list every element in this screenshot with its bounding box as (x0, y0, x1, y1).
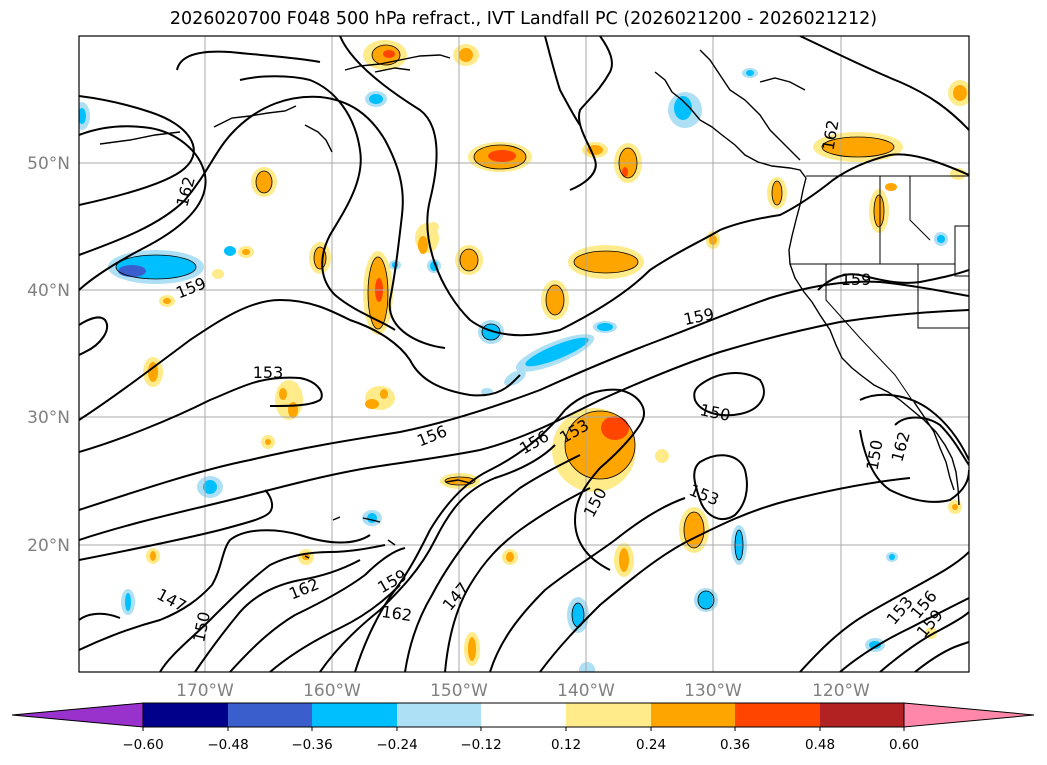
colorbar-segment (651, 703, 735, 727)
contour-label: 147 (154, 585, 190, 616)
lon-label: 170°W (176, 681, 234, 701)
colorbar-tick-label: −0.36 (291, 737, 332, 753)
contour-line (79, 376, 323, 453)
contour-line (79, 95, 195, 206)
colorbar-segment (481, 703, 566, 727)
contour-line (79, 316, 108, 356)
contour-line (817, 269, 969, 291)
contour-line (489, 497, 686, 672)
map-frame (78, 35, 970, 673)
colorbar-segment (397, 703, 481, 727)
contour-label: 162 (173, 174, 199, 208)
contour-line (79, 529, 371, 651)
latitude-labels: 50°N 40°N 30°N 20°N (27, 154, 70, 556)
lon-label: 150°W (430, 681, 488, 701)
contour-line (194, 559, 361, 672)
colorbar-segment (143, 703, 228, 727)
lat-label: 20°N (27, 536, 70, 556)
positive-anomaly-blobs (143, 40, 969, 666)
contour-line (544, 36, 581, 126)
contour-line (693, 372, 765, 417)
lat-label: 40°N (27, 281, 70, 301)
contour-line (159, 544, 386, 672)
lat-label: 30°N (27, 408, 70, 428)
contour-line (799, 551, 969, 672)
contour-label: 162 (286, 574, 321, 603)
lon-label: 120°W (812, 681, 870, 701)
colorbar-low-extend (11, 702, 144, 728)
contour-line (339, 36, 969, 337)
state-borders (790, 175, 969, 401)
colorbar-tick-label: 0.36 (720, 737, 750, 753)
contour-line (229, 547, 406, 672)
contour-line (79, 298, 521, 421)
colorbar-segment (312, 703, 397, 727)
contour-lines (79, 36, 969, 672)
contour-line (799, 36, 969, 131)
colorbar-tick-label: 0.60 (889, 737, 919, 753)
colorbar-segment (566, 703, 651, 727)
colorbar-tick-label: 0.48 (805, 737, 835, 753)
contour-line (79, 612, 121, 621)
colorbar-tick-label: 0.12 (551, 737, 581, 753)
contour-line (176, 50, 321, 71)
contour-line (444, 487, 591, 672)
colorbar-segment (820, 703, 904, 727)
contour-label: 162 (888, 429, 914, 463)
contour-label: 150 (698, 400, 732, 425)
contour-line (693, 454, 748, 520)
colorbar: −0.60 −0.48 −0.36 −0.24 −0.12 0.12 0.24 … (11, 702, 1035, 753)
contour-line (894, 416, 969, 466)
colorbar-tick-label: −0.60 (122, 737, 163, 753)
contour-label: 153 (253, 363, 284, 382)
colorbar-high-extend (903, 702, 1035, 728)
colorbar-segment (228, 703, 312, 727)
contour-label: 150 (863, 438, 887, 471)
contour-line (79, 95, 446, 349)
blob-outlines (115, 44, 895, 628)
lon-label: 130°W (684, 681, 742, 701)
contour-line (879, 611, 969, 672)
colorbar-tick-label: −0.24 (376, 737, 417, 753)
contour-line (269, 584, 401, 672)
lat-label: 50°N (27, 154, 70, 174)
lon-label: 140°W (557, 681, 615, 701)
graticule (79, 36, 969, 672)
contour-line (79, 125, 207, 291)
contour-line (839, 597, 969, 672)
contour-line (79, 280, 969, 511)
contour-label: 147 (439, 579, 473, 615)
colorbar-tick-label: 0.24 (636, 737, 666, 753)
lon-label: 160°W (303, 681, 361, 701)
colorbar-tick-label: −0.48 (207, 737, 248, 753)
contour-label: 159 (682, 304, 716, 329)
contour-line (319, 444, 556, 672)
contour-label: 153 (686, 480, 721, 509)
contour-line (539, 477, 911, 672)
contour-label: 150 (189, 610, 214, 644)
contour-line (404, 454, 581, 672)
contour-line (239, 75, 396, 331)
contour-line (859, 393, 969, 461)
contour-line (914, 641, 969, 672)
contour-labels: 162 159 153 156 162 159 150 159 156 153 … (154, 118, 947, 643)
contour-line (859, 429, 969, 503)
contour-line (79, 309, 969, 541)
contour-label: 162 (380, 602, 413, 625)
colorbar-segment (735, 703, 820, 727)
colorbar-tick-label: −0.12 (460, 737, 501, 753)
contour-label: 159 (841, 270, 872, 289)
contour-line (79, 489, 274, 561)
longitude-labels: 170°W 160°W 150°W 140°W 130°W 120°W (176, 681, 870, 701)
contour-line (569, 36, 613, 191)
coastlines (99, 49, 960, 559)
contour-label: 156 (414, 421, 449, 450)
map-title: 2026020700 F048 500 hPa refract., IVT La… (169, 9, 878, 29)
